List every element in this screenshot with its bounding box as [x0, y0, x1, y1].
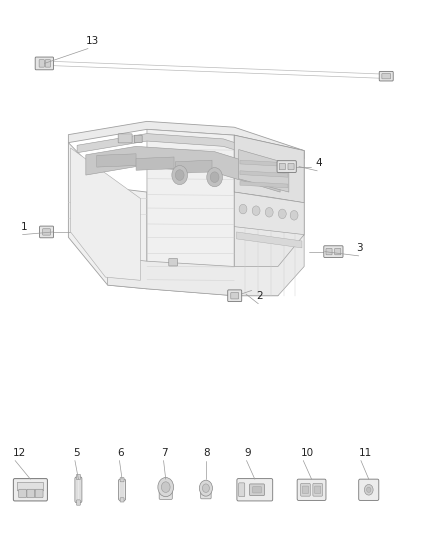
FancyBboxPatch shape — [250, 484, 265, 496]
Circle shape — [290, 211, 298, 220]
FancyBboxPatch shape — [18, 489, 26, 498]
Polygon shape — [68, 143, 147, 289]
Circle shape — [158, 478, 173, 497]
Polygon shape — [147, 130, 234, 296]
Circle shape — [279, 209, 286, 219]
Text: 8: 8 — [204, 448, 210, 458]
FancyBboxPatch shape — [159, 491, 172, 499]
Circle shape — [172, 165, 187, 184]
Circle shape — [202, 484, 209, 492]
Circle shape — [239, 204, 247, 214]
FancyBboxPatch shape — [359, 479, 379, 500]
Text: 10: 10 — [301, 448, 314, 458]
Polygon shape — [71, 148, 141, 280]
Polygon shape — [175, 160, 212, 173]
Text: 4: 4 — [315, 158, 321, 168]
FancyBboxPatch shape — [379, 71, 393, 81]
FancyBboxPatch shape — [134, 135, 142, 143]
FancyBboxPatch shape — [231, 293, 239, 299]
Circle shape — [175, 169, 184, 180]
Text: 5: 5 — [73, 448, 79, 458]
Text: 2: 2 — [256, 291, 263, 301]
FancyBboxPatch shape — [169, 259, 177, 266]
FancyBboxPatch shape — [42, 229, 50, 235]
FancyBboxPatch shape — [313, 483, 322, 496]
FancyBboxPatch shape — [119, 479, 126, 500]
Polygon shape — [234, 192, 304, 235]
Polygon shape — [97, 154, 136, 167]
Text: 9: 9 — [244, 448, 251, 458]
FancyBboxPatch shape — [35, 57, 53, 70]
FancyBboxPatch shape — [77, 474, 81, 480]
Text: 6: 6 — [117, 448, 124, 458]
FancyBboxPatch shape — [324, 246, 343, 257]
FancyBboxPatch shape — [382, 74, 391, 79]
Polygon shape — [239, 150, 289, 192]
Circle shape — [210, 172, 219, 182]
FancyBboxPatch shape — [120, 478, 124, 482]
Circle shape — [367, 487, 371, 492]
Polygon shape — [86, 147, 280, 192]
FancyBboxPatch shape — [277, 161, 296, 172]
FancyBboxPatch shape — [314, 486, 321, 494]
FancyBboxPatch shape — [118, 134, 132, 143]
FancyBboxPatch shape — [253, 487, 261, 493]
Circle shape — [252, 206, 260, 215]
FancyBboxPatch shape — [326, 248, 332, 255]
Circle shape — [207, 167, 223, 187]
Polygon shape — [237, 232, 302, 248]
FancyBboxPatch shape — [17, 482, 43, 491]
FancyBboxPatch shape — [77, 500, 81, 505]
Polygon shape — [234, 135, 304, 203]
Polygon shape — [240, 181, 288, 188]
Text: 7: 7 — [161, 448, 168, 458]
Polygon shape — [136, 157, 174, 170]
Polygon shape — [234, 135, 304, 296]
FancyBboxPatch shape — [237, 479, 273, 501]
Polygon shape — [240, 171, 288, 177]
FancyBboxPatch shape — [75, 477, 82, 503]
FancyBboxPatch shape — [39, 226, 53, 238]
FancyBboxPatch shape — [13, 479, 47, 501]
Polygon shape — [240, 160, 288, 166]
FancyBboxPatch shape — [300, 483, 310, 496]
Polygon shape — [108, 235, 304, 296]
FancyBboxPatch shape — [39, 60, 44, 67]
FancyBboxPatch shape — [297, 479, 326, 500]
Text: 3: 3 — [357, 243, 363, 253]
Circle shape — [364, 484, 373, 495]
FancyBboxPatch shape — [279, 164, 286, 169]
Circle shape — [265, 207, 273, 217]
Polygon shape — [77, 134, 289, 166]
FancyBboxPatch shape — [239, 483, 245, 497]
Text: 13: 13 — [86, 36, 99, 46]
FancyBboxPatch shape — [120, 498, 124, 502]
FancyBboxPatch shape — [302, 486, 308, 494]
Text: 12: 12 — [13, 448, 26, 458]
FancyBboxPatch shape — [27, 489, 35, 498]
FancyBboxPatch shape — [335, 248, 341, 255]
Circle shape — [161, 482, 170, 492]
Text: 1: 1 — [20, 222, 27, 232]
Text: 11: 11 — [359, 448, 372, 458]
FancyBboxPatch shape — [288, 164, 294, 169]
Polygon shape — [68, 122, 304, 159]
Circle shape — [199, 480, 212, 496]
FancyBboxPatch shape — [201, 491, 211, 499]
FancyBboxPatch shape — [45, 60, 50, 67]
FancyBboxPatch shape — [35, 489, 43, 498]
FancyBboxPatch shape — [228, 290, 242, 302]
